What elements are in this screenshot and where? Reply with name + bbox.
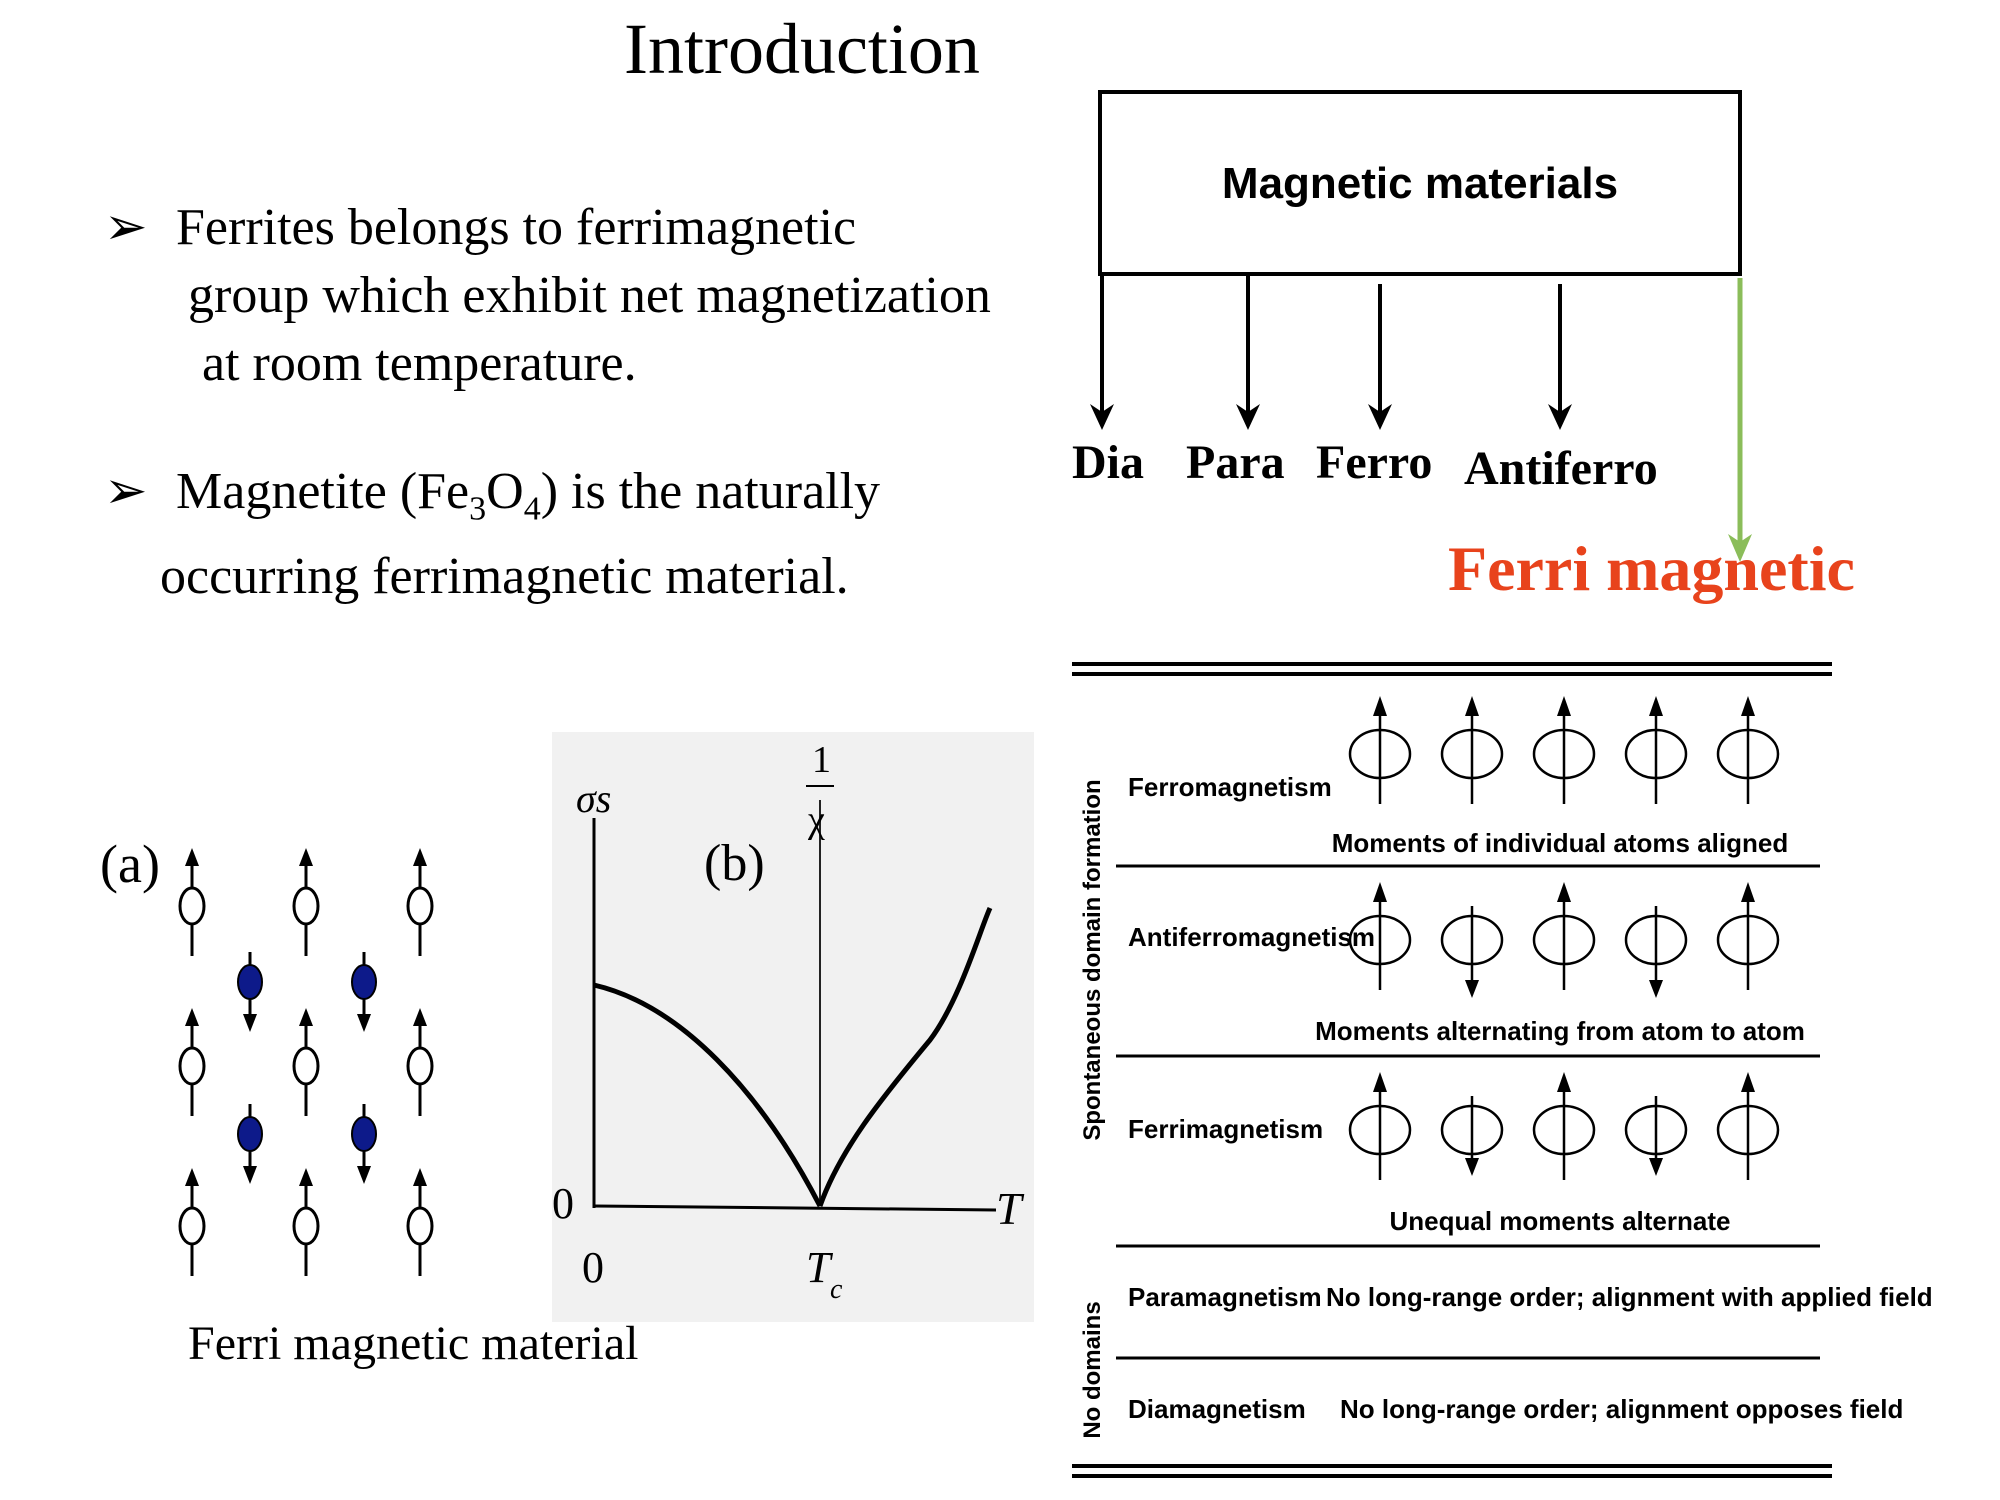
inverse-susceptibility-curve [817, 906, 993, 1207]
minority-spin-down [237, 952, 263, 1032]
spin-up-symbol [1624, 696, 1688, 804]
majority-spin-up [406, 848, 434, 956]
bullet-1-line-1: Ferrites belongs to ferrimagnetic [176, 199, 857, 256]
child-ferro: Ferro [1316, 436, 1432, 489]
spin-up-symbol [1532, 696, 1596, 804]
spin-down-symbol [1624, 906, 1688, 998]
spin-down-symbol [1440, 906, 1504, 998]
majority-spin-up [178, 848, 206, 956]
y-right-denominator: χ [807, 799, 825, 841]
origin-x-label: 0 [582, 1243, 604, 1292]
arrow-ferri [1728, 278, 1752, 562]
magnetization-curve [593, 982, 823, 1208]
row-name-diamagnetism: Diamagnetism [1128, 1394, 1306, 1424]
figure-caption: Ferri magnetic material [188, 1317, 639, 1370]
arrow-antiferro [1548, 284, 1572, 430]
minority-spin-down [351, 1104, 377, 1184]
ferri-magnetic-label: Ferri magnetic [1448, 533, 1855, 604]
arrow-dia [1090, 274, 1114, 430]
spin-up-symbol [1348, 1072, 1412, 1180]
bullet-2-suffix: ) is the naturally [540, 463, 881, 520]
child-dia: Dia [1072, 436, 1144, 489]
bullet-1-line-2: group which exhibit net magnetization [188, 267, 991, 324]
figure-b-label: (b) [704, 835, 765, 892]
spin-up-symbol [1716, 696, 1780, 804]
y-right-numerator: 1 [812, 739, 831, 781]
spin-down-symbol [1440, 1096, 1504, 1176]
tc-label: T [806, 1243, 834, 1292]
figure-a: (a) [100, 834, 434, 1276]
row-desc-diamagnetism: No long-range order; alignment opposes f… [1340, 1394, 1903, 1424]
table-spin-symbols [1348, 696, 1780, 1180]
majority-spin-up [406, 1008, 434, 1116]
majority-spin-up [292, 848, 320, 956]
majority-spin-up [292, 1168, 320, 1276]
row-name-ferrimagnetism: Ferrimagnetism [1128, 1114, 1323, 1144]
row-desc-antiferromagnetism: Moments alternating from atom to atom [1315, 1016, 1805, 1046]
row-desc-ferromagnetism: Moments of individual atoms aligned [1332, 828, 1789, 858]
bullet-2-prefix: Magnetite (Fe [176, 463, 470, 520]
spin-up-symbol [1532, 882, 1596, 990]
figure-a-label: (a) [100, 834, 160, 894]
majority-spin-up [406, 1168, 434, 1276]
bullet-magnetite: ➢ Magnetite (Fe3O4) is the naturally occu… [104, 458, 880, 611]
spin-up-symbol [1532, 1072, 1596, 1180]
x-axis [593, 1204, 997, 1212]
bullet-arrow-icon: ➢ [104, 199, 148, 256]
arrow-para [1236, 274, 1260, 430]
spin-down-symbol [1624, 1096, 1688, 1176]
minority-spin-down [237, 1104, 263, 1184]
bullet-2-line-2: occurring ferrimagnetic material. [160, 548, 849, 606]
child-antiferro: Antiferro [1464, 442, 1658, 495]
root-label: Magnetic materials [1222, 159, 1618, 208]
hierarchy-diagram: Magnetic materials Dia Para Ferro Antife… [1072, 90, 1855, 604]
x-axis-label: T [996, 1183, 1025, 1234]
arrow-ferro [1368, 284, 1392, 430]
y-left-label: σs [576, 776, 611, 821]
row-desc-paramagnetism: No long-range order; alignment with appl… [1326, 1282, 1933, 1312]
page-title: Introduction [624, 9, 980, 89]
root-box [1098, 90, 1742, 276]
spin-up-symbol [1440, 696, 1504, 804]
spin-up-symbol [1716, 882, 1780, 990]
group-label-no-domains: No domains [1079, 1301, 1106, 1438]
majority-spin-up [178, 1168, 206, 1276]
spin-up-symbol [1716, 1072, 1780, 1180]
tc-subscript: c [830, 1274, 843, 1305]
row-name-antiferromagnetism: Antiferromagnetism [1128, 922, 1375, 952]
group-label-spontaneous: Spontaneous domain formation [1079, 779, 1106, 1140]
bullet-ferrites: ➢ Ferrites belongs to ferrimagnetic group… [104, 194, 991, 398]
bullet-2-sub-2: 4 [523, 490, 541, 528]
minority-spin-down [351, 952, 377, 1032]
majority-spin-up [178, 1008, 206, 1116]
row-desc-ferrimagnetism: Unequal moments alternate [1390, 1206, 1731, 1236]
bullet-arrow-icon: ➢ [104, 463, 148, 520]
child-para: Para [1186, 436, 1285, 489]
origin-y-label: 0 [552, 1179, 574, 1228]
bullet-1-line-3: at room temperature. [202, 335, 637, 392]
row-name-paramagnetism: Paramagnetism [1128, 1282, 1322, 1312]
spin-up-symbol [1348, 696, 1412, 804]
bullet-2-mid: O [486, 463, 524, 520]
figure-b-background [552, 732, 1034, 1322]
ordering-table: Spontaneous domain formation No domains … [1072, 662, 1933, 1478]
row-name-ferromagnetism: Ferromagnetism [1128, 772, 1332, 802]
spin-lattice [178, 848, 434, 1276]
majority-spin-up [292, 1008, 320, 1116]
bullet-2-sub-1: 3 [469, 490, 487, 528]
figure-b: (b) σs 1 χ T T c 0 0 [552, 732, 1034, 1322]
spin-up-symbol [1348, 882, 1412, 990]
